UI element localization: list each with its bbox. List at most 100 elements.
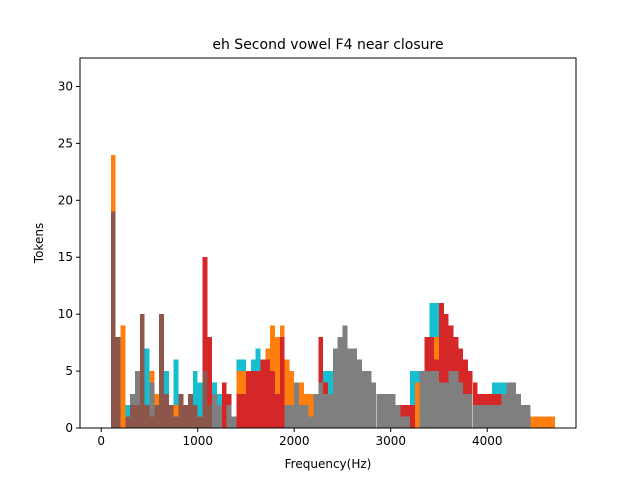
histogram-bar (125, 416, 131, 428)
histogram-bar (139, 314, 145, 428)
histogram-bar (429, 371, 435, 428)
histogram-bar (501, 393, 507, 428)
y-tick-label: 5 (65, 364, 73, 378)
histogram-bar (443, 314, 449, 428)
histogram-bar (221, 382, 227, 428)
histogram-bar (183, 405, 189, 428)
x-tick-label: 1000 (182, 434, 213, 448)
histogram-bar (245, 371, 251, 428)
histogram-bar (299, 405, 304, 428)
histogram-bar (231, 416, 237, 428)
histogram-bar (110, 211, 116, 428)
histogram-bar (144, 348, 150, 428)
histogram-bar (472, 382, 478, 428)
histogram-bar (149, 416, 155, 428)
histogram-bar (342, 325, 348, 428)
histogram-bar (173, 416, 179, 428)
histogram-bar (125, 405, 131, 428)
x-axis-ticks: 0 1000 2000 3000 4000 (97, 428, 502, 448)
histogram-bar (410, 371, 415, 428)
histogram-bar (400, 405, 406, 428)
histogram-bar (492, 405, 497, 428)
histogram-bar (120, 325, 126, 428)
histogram-bar (525, 405, 531, 428)
chart-title: eh Second vowel F4 near closure (212, 37, 443, 53)
histogram-bar (197, 382, 203, 428)
histogram-bar (458, 382, 464, 428)
histogram-bar (207, 405, 213, 428)
y-tick-label: 10 (58, 307, 73, 321)
histogram-bar (511, 382, 517, 428)
y-tick-label: 25 (58, 136, 73, 150)
x-axis-label: Frequency(Hz) (285, 457, 372, 471)
histogram-bar (549, 416, 555, 428)
histogram-bar (535, 416, 541, 428)
y-axis-ticks: 0 5 10 15 20 25 30 (58, 79, 80, 435)
histogram-bar (168, 405, 174, 428)
histogram-bar (163, 393, 169, 428)
histogram-bar (332, 348, 338, 428)
y-tick-label: 20 (58, 193, 73, 207)
histogram-bar (482, 405, 488, 428)
histogram-bar (390, 393, 396, 428)
histogram-bar (308, 393, 314, 428)
histogram-bar (477, 405, 483, 428)
histogram-bar (289, 405, 295, 428)
histogram-bar (395, 405, 401, 428)
histogram-bar (381, 393, 386, 428)
histogram-bar (318, 382, 324, 428)
histogram-bar (453, 371, 459, 428)
y-tick-label: 0 (65, 421, 73, 435)
axes-frame (79, 57, 577, 429)
x-tick-label: 2000 (279, 434, 310, 448)
x-tick-label: 0 (97, 434, 105, 448)
histogram-bar (521, 405, 526, 428)
histogram-bar (405, 416, 411, 428)
histogram-bar (434, 371, 439, 428)
histogram-bar (250, 371, 256, 428)
histogram-bar (337, 336, 343, 428)
histogram-bar (260, 359, 266, 428)
histogram-bar (192, 405, 198, 428)
histogram-bar (279, 336, 285, 428)
histogram-bar (154, 405, 160, 428)
histogram-bar (308, 416, 314, 428)
histogram-bar (178, 393, 184, 428)
histogram-bar (217, 405, 222, 428)
histogram-bar (236, 393, 242, 428)
histogram-bar (443, 382, 449, 428)
histogram-bar (352, 348, 357, 428)
histogram-bar (323, 393, 328, 428)
histogram-bar (313, 393, 319, 428)
histogram-bar (463, 393, 468, 428)
histogram-bar (405, 405, 411, 428)
histogram-bar (424, 371, 430, 428)
histogram-bar (385, 393, 391, 428)
histogram-bar (144, 405, 150, 428)
histogram-bar (438, 302, 444, 428)
histogram-bar (289, 371, 295, 428)
histogram-bar (487, 405, 493, 428)
histogram-bar (506, 382, 512, 428)
histogram-bar (414, 382, 420, 428)
histogram-bar (135, 405, 140, 428)
histogram-bars (110, 154, 555, 428)
histogram-bar (376, 393, 382, 428)
histogram-bar (463, 359, 468, 428)
histogram-bar (467, 393, 473, 428)
histogram-bar (472, 405, 478, 428)
histogram-bar (361, 371, 367, 428)
y-tick-label: 15 (58, 250, 73, 264)
histogram-bar (274, 393, 280, 428)
histogram-bar (226, 405, 232, 428)
histogram-bar (496, 405, 502, 428)
histogram-bar (371, 382, 377, 428)
histogram-bar (545, 416, 550, 428)
y-tick-label: 30 (58, 79, 73, 93)
histogram-bar (356, 359, 362, 428)
histogram-bar (274, 336, 280, 428)
histogram-bar (438, 382, 444, 428)
histogram-bar (410, 405, 415, 428)
y-axis-label: Tokens (32, 223, 46, 264)
